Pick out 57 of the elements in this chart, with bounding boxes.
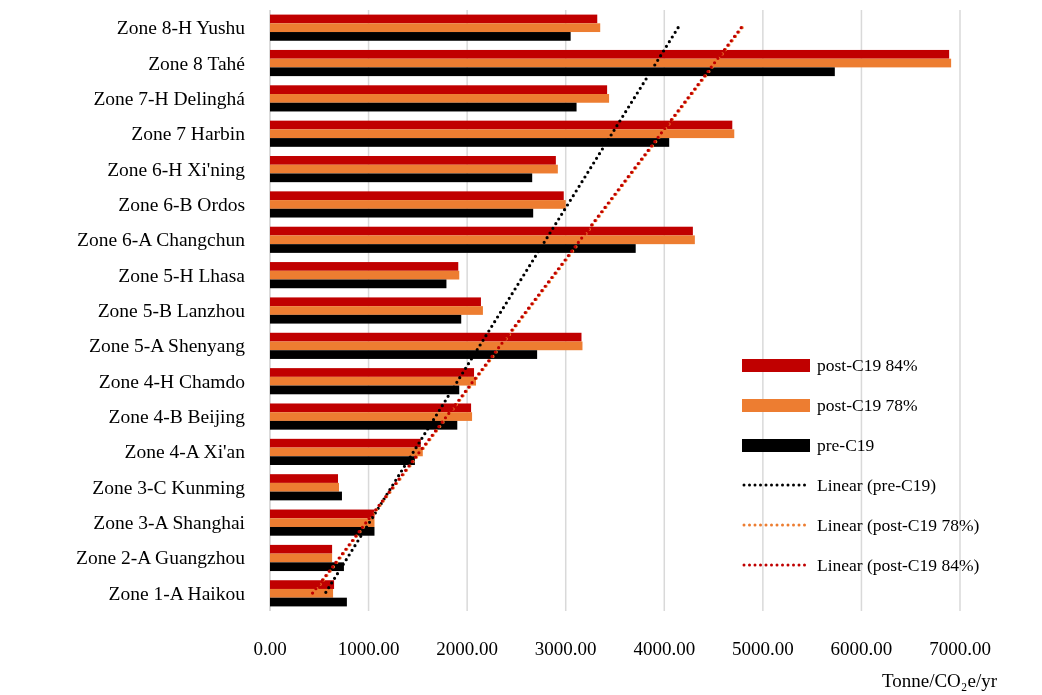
bar [270, 164, 558, 174]
y-tick-label: Zone 6-A Changchun [77, 229, 246, 251]
x-axis-title: Tonne/CO₂e/yr [881, 670, 998, 691]
x-tick-label: 3000.00 [534, 638, 597, 659]
bar [270, 85, 608, 95]
y-tick-label: Zone 6-H Xi'ning [107, 158, 246, 180]
bar [270, 544, 333, 554]
bar [270, 200, 566, 209]
legend-label: post-C19 84% [817, 355, 918, 375]
y-tick-label: Zone 8 Tahé [148, 52, 245, 74]
bar [270, 156, 556, 165]
bar [270, 597, 347, 607]
y-tick-label: Zone 8-H Yushu [116, 17, 246, 39]
x-tick-label: 1000.00 [337, 638, 400, 659]
bar [270, 208, 534, 218]
y-tick-label: Zone 4-B Beijing [108, 406, 246, 428]
bar [270, 279, 447, 289]
x-tick-label: 0.00 [253, 638, 287, 659]
bar [270, 482, 339, 492]
bar [270, 474, 339, 483]
y-tick-label: Zone 5-B Lanzhou [97, 300, 246, 321]
y-tick-label: Zone 6-B Ordos [118, 193, 245, 215]
legend-label: Linear (post-C19 84%) [817, 555, 980, 575]
bar [270, 173, 533, 183]
x-tick-label: 4000.00 [633, 638, 696, 659]
y-tick-label: Zone 4-H Chamdo [98, 370, 245, 392]
legend-label: post-C19 78% [817, 395, 918, 415]
bar [270, 270, 460, 280]
x-tick-label: 7000.00 [929, 638, 991, 659]
y-tick-label: Zone 7-H Delinghá [93, 87, 246, 109]
x-tick-label: 2000.00 [436, 638, 499, 659]
bar [270, 14, 598, 24]
legend-label: pre-C19 [817, 435, 875, 455]
bar [270, 102, 577, 112]
x-tick-label: 5000.00 [731, 638, 794, 659]
y-tick-label: Zone 7 Harbin [131, 123, 246, 145]
y-tick-label: Zone 5-H Lhasa [118, 264, 246, 286]
bar [270, 297, 481, 307]
x-tick-label: 6000.00 [830, 638, 893, 659]
bar [270, 491, 342, 501]
bar [270, 262, 459, 271]
y-tick-label: Zone 4-A Xi'an [124, 441, 246, 463]
bar [270, 306, 483, 315]
bar [270, 191, 564, 201]
bar [270, 94, 610, 103]
bar [270, 368, 475, 377]
legend-label: Linear (pre-C19) [817, 475, 937, 495]
y-tick-label: Zone 2-A Guangzhou [76, 547, 246, 569]
y-tick-label: Zone 3-A Shanghai [93, 512, 246, 534]
y-tick-label: Zone 3-C Kunming [92, 476, 246, 498]
y-tick-label: Zone 1-A Haikou [108, 582, 246, 604]
y-tick-label: Zone 5-A Shenyang [89, 335, 246, 357]
bar [270, 314, 462, 324]
bar [270, 553, 333, 563]
legend-label: Linear (post-C19 78%) [817, 515, 980, 535]
bar [270, 23, 601, 33]
bar [270, 32, 571, 41]
